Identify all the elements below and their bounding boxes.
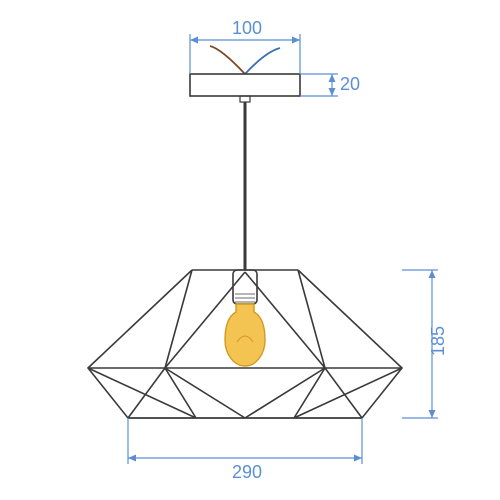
dimension-value: 100 bbox=[232, 18, 262, 38]
ceiling-canopy bbox=[190, 74, 300, 102]
power-wires bbox=[210, 46, 280, 74]
dimension-annotations: 100 20 185 290 bbox=[128, 18, 448, 482]
dimension-value: 290 bbox=[232, 462, 262, 482]
light-bulb bbox=[225, 304, 265, 366]
lamp-socket bbox=[233, 270, 257, 304]
dimension-drawing: 100 20 185 290 bbox=[0, 0, 500, 500]
dimension-value: 20 bbox=[340, 74, 360, 94]
dimension-value: 185 bbox=[428, 326, 448, 356]
drawing-stage: 100 20 185 290 bbox=[0, 0, 500, 500]
